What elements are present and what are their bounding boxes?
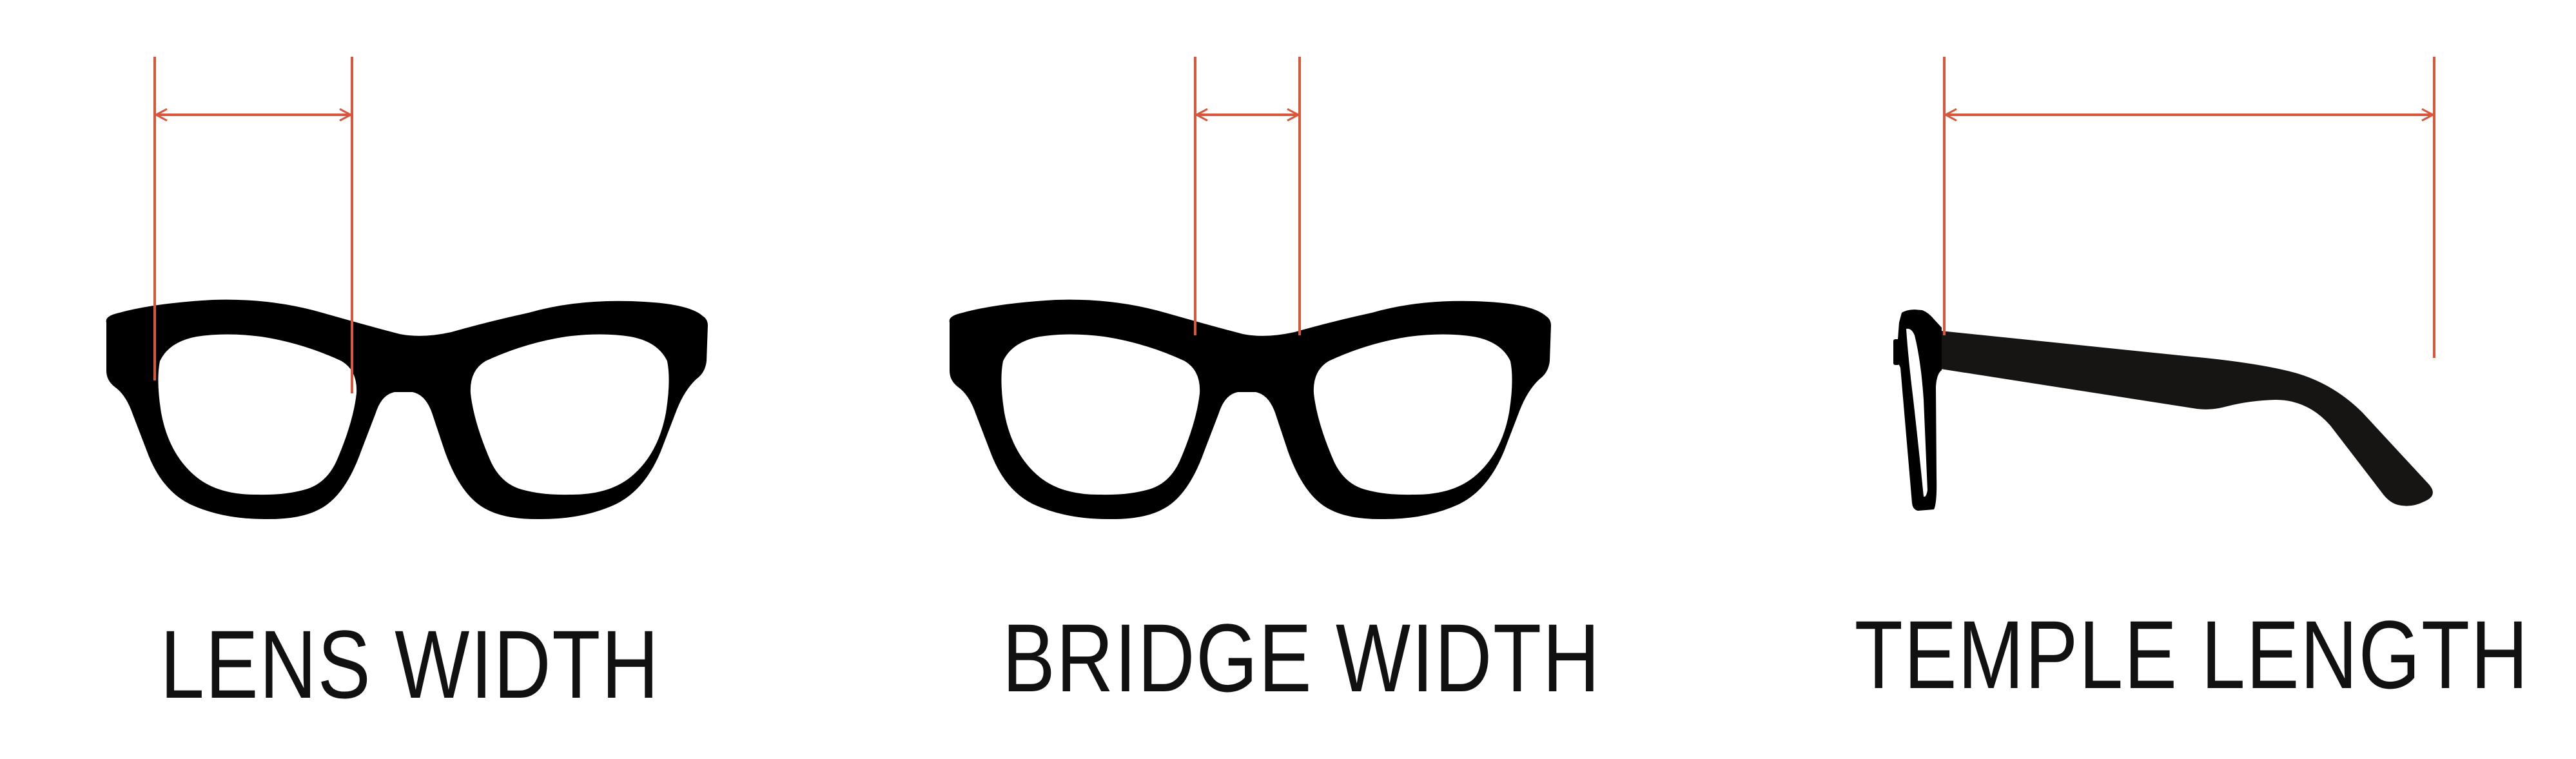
temple-length-label: TEMPLE LENGTH <box>1854 600 2530 709</box>
bridge-width-label: BRIDGE WIDTH <box>1002 604 1601 712</box>
glasses-front-icon <box>106 299 708 520</box>
bridge-width-diagram <box>949 57 1551 520</box>
glasses-side-icon <box>1893 310 2433 511</box>
lens-width-diagram <box>106 57 708 520</box>
lens-width-label: LENS WIDTH <box>160 610 660 718</box>
glasses-front-icon <box>949 299 1551 520</box>
temple-length-diagram <box>1893 57 2435 511</box>
